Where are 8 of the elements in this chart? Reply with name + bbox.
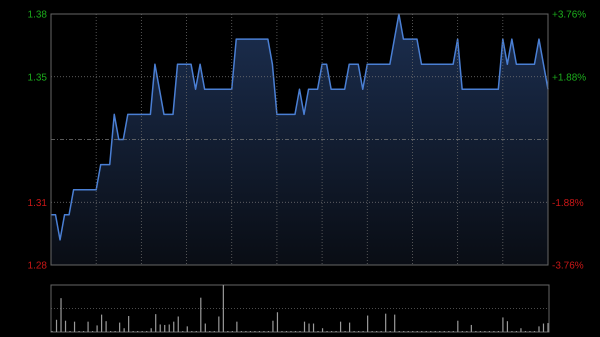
y-tick-label: 1.38 [28, 10, 48, 20]
y-tick-label: 1.35 [28, 72, 48, 84]
y2-tick-label: -1.88% [552, 198, 584, 209]
y2-tick-label: -3.76% [552, 260, 584, 272]
y2-tick-label: +1.88% [552, 72, 586, 84]
y-tick-label: 1.28 [28, 260, 48, 272]
y-tick-label: 1.31 [28, 198, 48, 209]
y2-tick-label: +3.76% [552, 10, 586, 20]
